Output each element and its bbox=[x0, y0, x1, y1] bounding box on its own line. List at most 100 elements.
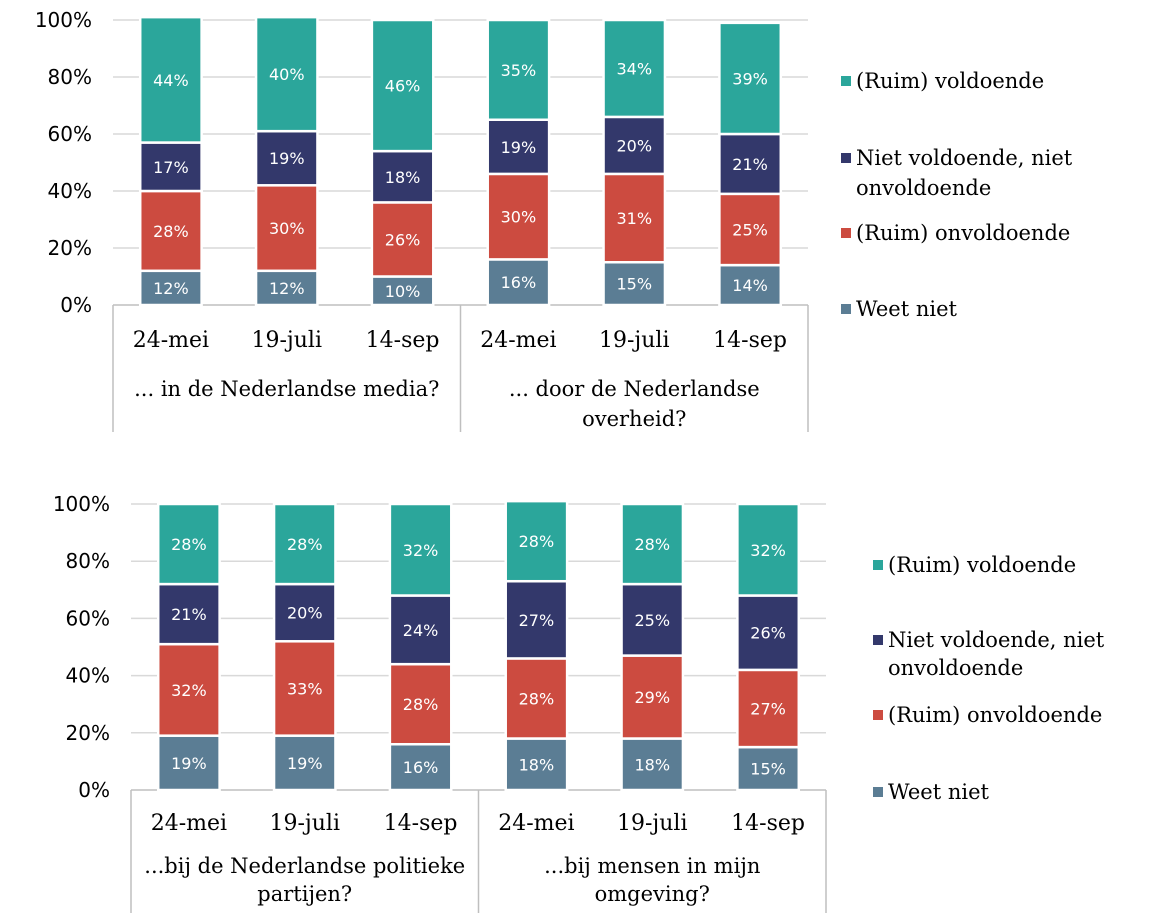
bar-segment bbox=[370, 201, 435, 278]
data-label: 20% bbox=[616, 136, 652, 155]
data-label: 26% bbox=[750, 624, 786, 643]
x-category-label: 19-juli bbox=[599, 328, 670, 353]
bar-segment bbox=[388, 742, 453, 792]
data-label: 29% bbox=[634, 688, 670, 707]
y-tick-label: 100% bbox=[35, 8, 92, 32]
legend-swatch bbox=[873, 560, 883, 570]
data-label: 18% bbox=[519, 755, 555, 774]
bar-segment bbox=[620, 582, 685, 657]
data-label: 34% bbox=[616, 59, 652, 78]
data-label: 15% bbox=[750, 760, 786, 779]
data-label: 27% bbox=[750, 699, 786, 718]
chart-2: 0% 20% 40% 60% 80% 100% 19% 32% 21% 28% 24-mei 19% 3… bbox=[53, 492, 1105, 913]
bar-segment bbox=[718, 263, 783, 307]
bar-segment bbox=[602, 18, 667, 119]
legend-label: Niet voldoende, niet bbox=[856, 146, 1073, 170]
x-category-label: 19-juli bbox=[252, 328, 323, 353]
bar-segment bbox=[718, 21, 783, 136]
bar-segment bbox=[370, 18, 435, 153]
data-label: 28% bbox=[634, 535, 670, 554]
data-label: 19% bbox=[501, 138, 537, 157]
data-label: 24% bbox=[403, 621, 439, 640]
group-label: omgeving? bbox=[595, 882, 710, 906]
group-label: ...bij de Nederlandse politieke bbox=[144, 854, 465, 878]
data-label: 15% bbox=[616, 275, 652, 294]
data-label: 19% bbox=[171, 754, 207, 773]
bar-segment bbox=[156, 642, 221, 737]
data-label: 30% bbox=[269, 219, 305, 238]
data-label: 21% bbox=[171, 605, 207, 624]
x-category-label: 24-mei bbox=[151, 811, 227, 836]
chart-1: 0% 20% 40% 60% 80% 100% 12% 28% 17% 44% 24-mei 12% 3… bbox=[35, 8, 1073, 432]
y-tick-label: 40% bbox=[66, 664, 110, 688]
x-category-label: 19-juli bbox=[617, 811, 688, 836]
group-label: overheid? bbox=[582, 407, 686, 431]
legend-label: onvoldoende bbox=[888, 656, 1023, 680]
legend-swatch bbox=[873, 635, 883, 645]
data-label: 19% bbox=[287, 754, 323, 773]
bar-segment bbox=[736, 502, 801, 597]
bar-segment bbox=[138, 15, 203, 144]
data-label: 32% bbox=[171, 681, 207, 700]
bar-segment bbox=[254, 184, 319, 273]
legend-label: (Ruim) onvoldoende bbox=[888, 703, 1102, 727]
bar-segment bbox=[138, 189, 203, 273]
y-tick-label: 100% bbox=[53, 492, 110, 516]
bar-segment bbox=[504, 499, 569, 583]
y-tick-label: 80% bbox=[66, 549, 110, 573]
data-label: 12% bbox=[269, 279, 305, 298]
legend-label: Weet niet bbox=[888, 780, 990, 804]
legend-label: (Ruim) voldoende bbox=[888, 553, 1076, 577]
data-label: 28% bbox=[519, 689, 555, 708]
legend-swatch bbox=[841, 228, 851, 238]
legend-swatch bbox=[873, 787, 883, 797]
legend-label: onvoldoende bbox=[856, 176, 991, 200]
legend-swatch bbox=[873, 710, 883, 720]
bar-segment bbox=[388, 662, 453, 746]
data-label: 25% bbox=[732, 220, 768, 239]
data-label: 20% bbox=[287, 604, 323, 623]
x-category-label: 24-mei bbox=[480, 328, 556, 353]
y-tick-label: 20% bbox=[48, 236, 92, 260]
x-category-label: 19-juli bbox=[270, 811, 341, 836]
data-label: 28% bbox=[287, 535, 323, 554]
legend-label: (Ruim) onvoldoende bbox=[856, 221, 1070, 245]
legend-swatch bbox=[841, 76, 851, 86]
bar-segment bbox=[388, 502, 453, 597]
bar-segment bbox=[272, 502, 337, 586]
legend-label: Weet niet bbox=[856, 297, 958, 321]
x-category-label: 14-sep bbox=[713, 328, 787, 353]
legend-label: (Ruim) voldoende bbox=[856, 69, 1044, 93]
data-label: 33% bbox=[287, 679, 323, 698]
bar-segment bbox=[620, 502, 685, 586]
y-tick-label: 40% bbox=[48, 179, 92, 203]
y-tick-label: 20% bbox=[66, 721, 110, 745]
group-label: ...bij mensen in mijn bbox=[544, 854, 760, 878]
bar-segment bbox=[486, 172, 551, 261]
data-label: 44% bbox=[153, 71, 189, 90]
data-label: 28% bbox=[519, 532, 555, 551]
data-label: 21% bbox=[732, 155, 768, 174]
data-label: 31% bbox=[616, 209, 652, 228]
group-label: ... in de Nederlandse media? bbox=[134, 377, 439, 401]
data-label: 17% bbox=[153, 158, 189, 177]
bar-segment bbox=[254, 15, 319, 133]
bar-segment bbox=[718, 192, 783, 267]
bar-segment bbox=[272, 640, 337, 737]
data-label: 18% bbox=[385, 168, 421, 187]
bar-segment bbox=[602, 261, 667, 307]
y-tick-label: 0% bbox=[78, 778, 110, 802]
data-label: 18% bbox=[634, 755, 670, 774]
data-label: 25% bbox=[634, 611, 670, 630]
data-label: 19% bbox=[269, 149, 305, 168]
data-label: 16% bbox=[403, 758, 439, 777]
x-category-label: 14-sep bbox=[731, 811, 805, 836]
x-category-label: 14-sep bbox=[366, 328, 440, 353]
bar-segment bbox=[736, 594, 801, 672]
x-category-label: 24-mei bbox=[498, 811, 574, 836]
x-category-label: 14-sep bbox=[384, 811, 458, 836]
data-label: 30% bbox=[501, 208, 537, 227]
data-label: 12% bbox=[153, 279, 189, 298]
data-label: 28% bbox=[171, 535, 207, 554]
